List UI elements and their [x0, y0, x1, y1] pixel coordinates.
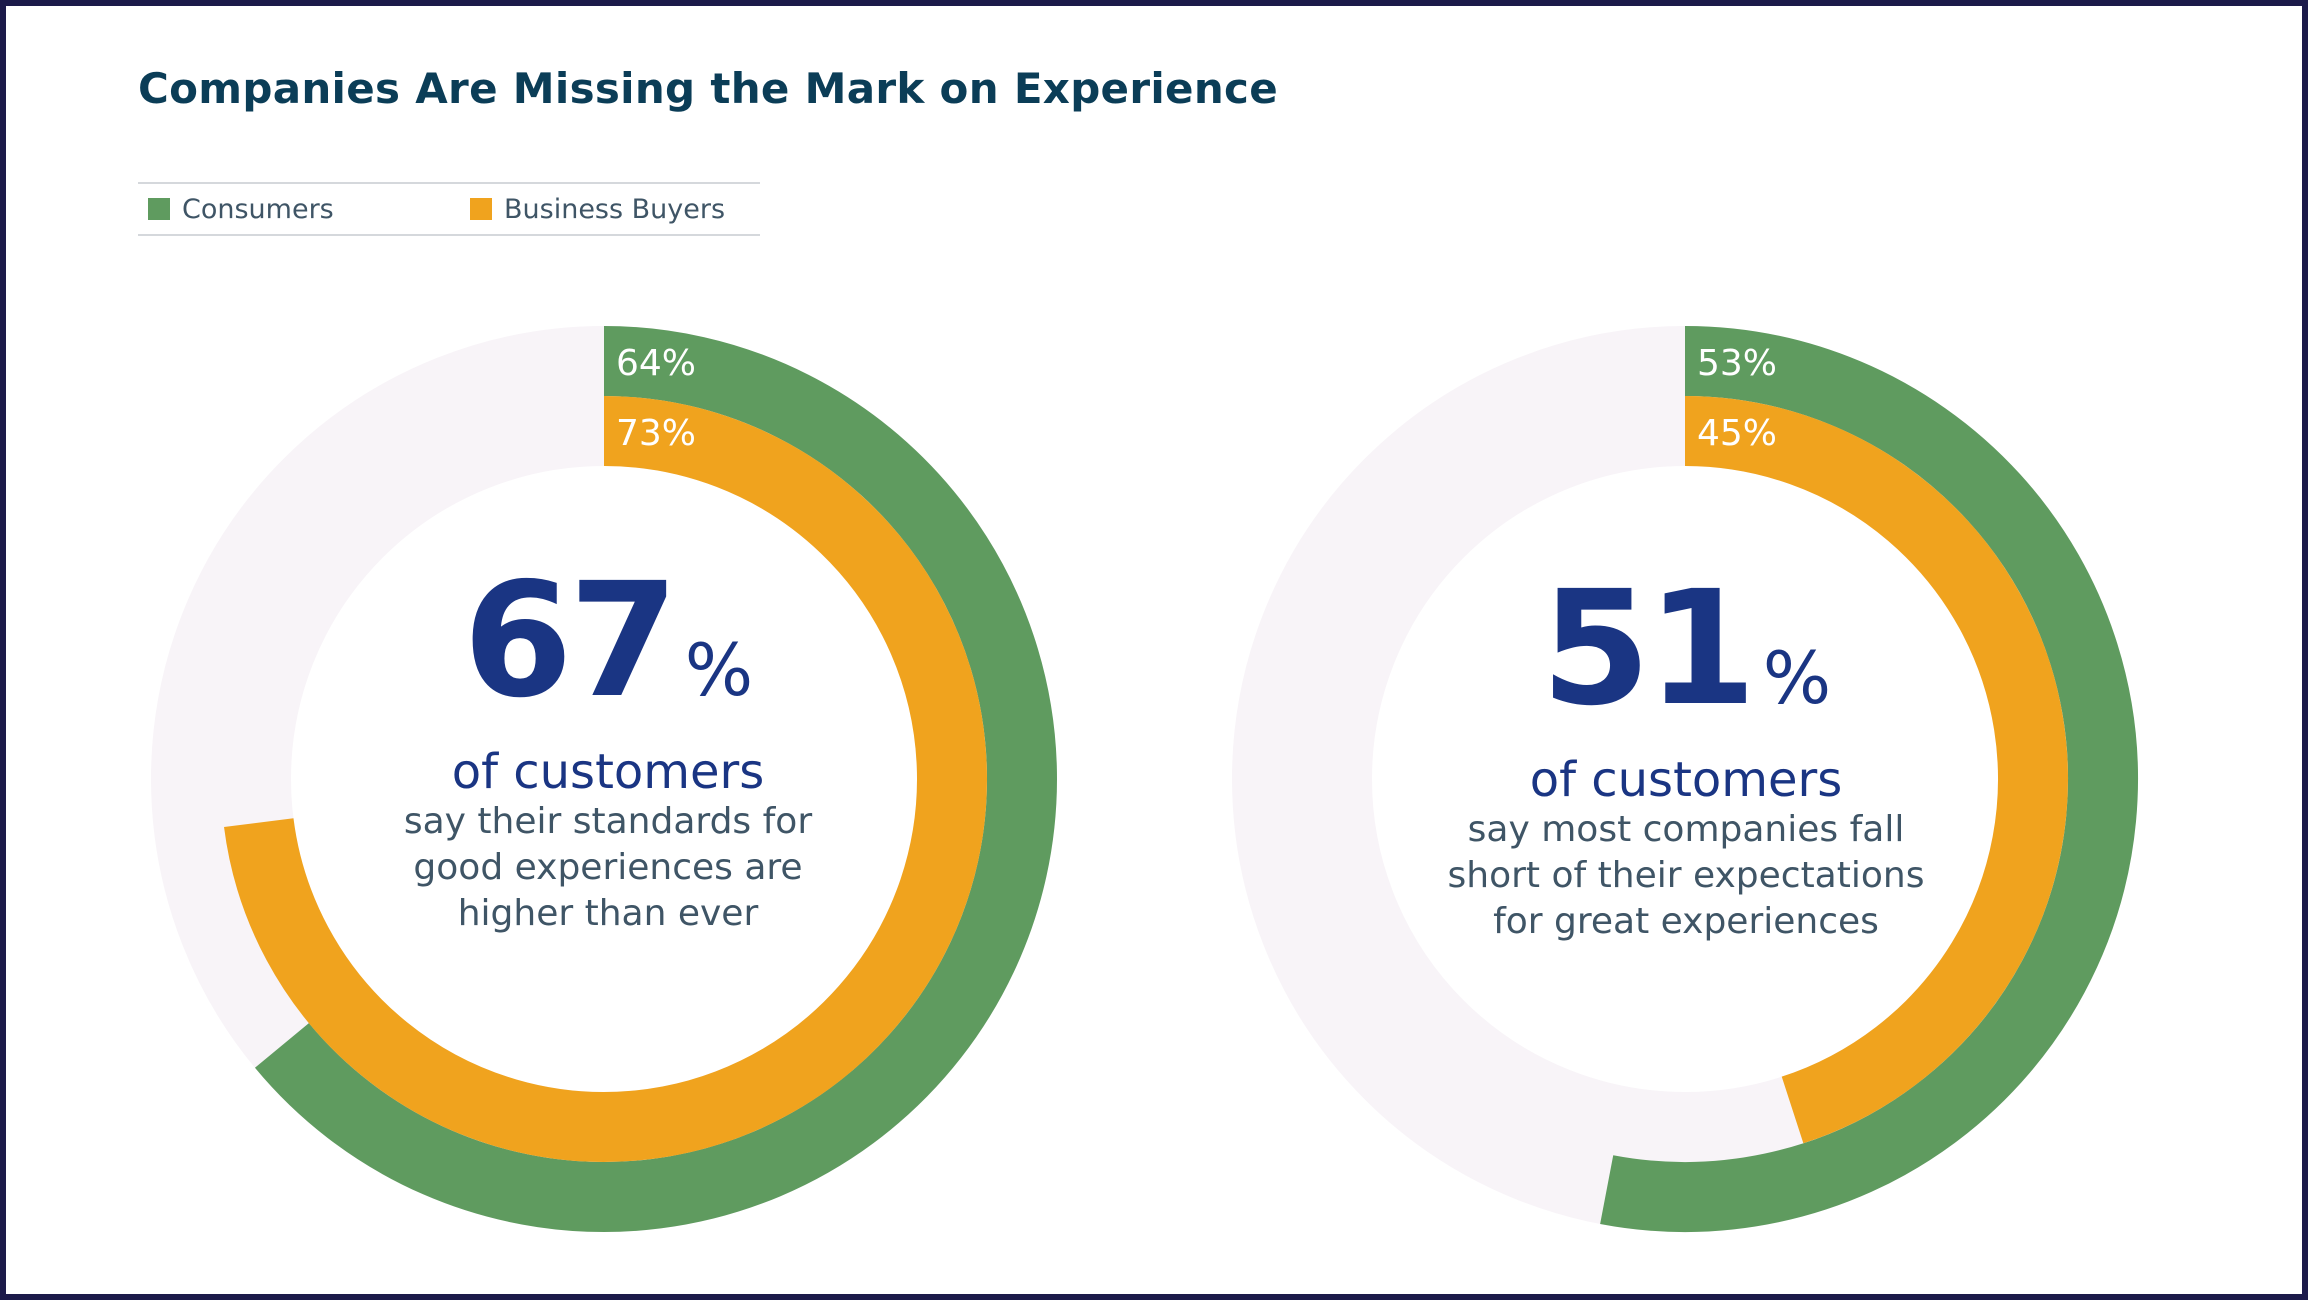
donut-1-arc-business-buyers: [224, 396, 987, 1162]
headline-1-line-1: say their standards for: [403, 801, 813, 842]
donut-1-center: 67% of customers say their standards for…: [336, 562, 880, 937]
legend-item-consumers: Consumers: [148, 184, 334, 234]
donut-2-label-business-buyers: 45%: [1697, 413, 1777, 454]
headline-2-line-2: short of their expectations: [1447, 855, 1925, 896]
legend: Consumers Business Buyers: [138, 182, 760, 236]
page-title: Companies Are Missing the Mark on Experi…: [138, 64, 1279, 113]
headline-2-line-1: say most companies fall: [1467, 809, 1905, 850]
donut-2-label-consumers: 53%: [1697, 343, 1777, 384]
headline-1-line-2: good experiences are: [413, 847, 803, 888]
donut-1-label-business-buyers: 73%: [616, 413, 696, 454]
donut-1-arc-consumers: [255, 326, 1057, 1232]
headline-1-subject: of customers: [451, 744, 765, 800]
legend-label-business-buyers: Business Buyers: [504, 193, 726, 225]
headline-2-line-3: for great experiences: [1493, 901, 1879, 942]
donut-1-label-consumers: 64%: [616, 343, 696, 384]
legend-swatch-consumers: [148, 198, 170, 220]
legend-item-business-buyers: Business Buyers: [470, 184, 725, 234]
headline-2-value: 51: [1540, 557, 1757, 741]
headline-2-unit: %: [1762, 636, 1832, 720]
legend-label-consumers: Consumers: [182, 193, 334, 225]
donut-2-center: 51% of customers say most companies fall…: [1414, 570, 1958, 945]
headline-1-unit: %: [684, 628, 754, 712]
donut-2-arc-consumers: [1600, 326, 2138, 1232]
headline-1-line-3: higher than ever: [457, 893, 759, 934]
headline-1-value: 67: [462, 549, 679, 733]
headline-2-subject: of customers: [1529, 752, 1843, 808]
donut-charts: 64% 73% 53% 45%: [151, 326, 2138, 1232]
legend-swatch-business-buyers: [470, 198, 492, 220]
donut-2-arc-business-buyers: [1684, 396, 2068, 1144]
